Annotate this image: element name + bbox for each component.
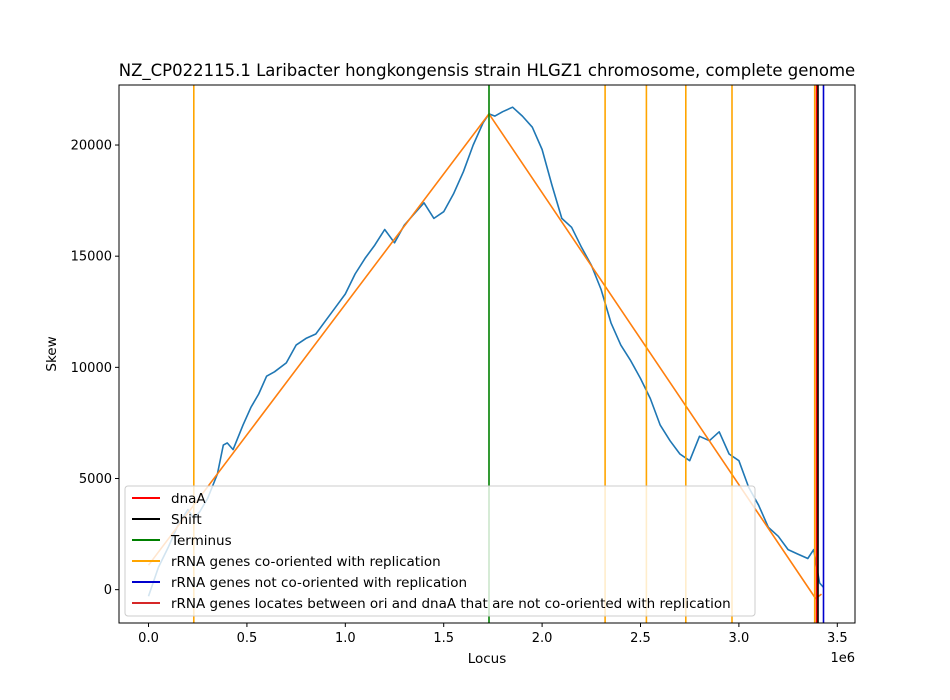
y-axis-label: Skew xyxy=(44,336,60,371)
x-tick-label: 1.5 xyxy=(433,631,454,646)
x-tick-label: 0.0 xyxy=(138,631,159,646)
axis-ticks: 0.0 0.5 1.0 1.5 2.0 2.5 3.0 3.5 0 5000 10000 15000 2… xyxy=(71,139,848,646)
chart-title: NZ_CP022115.1 Laribacter hongkongensis s… xyxy=(119,61,855,81)
y-tick-label: 15000 xyxy=(71,250,112,265)
y-tick-label: 5000 xyxy=(79,472,112,487)
legend: dnaA Shift Terminus rRNA genes co-oriented … xyxy=(124,485,756,617)
x-axis-label: Locus xyxy=(468,651,507,667)
legend-items: dnaA Shift Terminus rRNA genes co-oriented … xyxy=(132,491,731,612)
legend-label: rRNA genes locates between ori and dnaA … xyxy=(171,596,731,612)
y-tick-label: 0 xyxy=(104,583,112,598)
legend-label: Terminus xyxy=(170,533,232,549)
x-tick-label: 3.5 xyxy=(827,631,848,646)
plot-frame xyxy=(118,84,856,624)
legend-label: dnaA xyxy=(171,491,206,507)
x-axis-offset-label: 1e6 xyxy=(830,651,855,666)
y-tick-label: 10000 xyxy=(71,361,112,376)
x-tick-label: 3.0 xyxy=(729,631,750,646)
legend-label: rRNA genes not co-oriented with replicat… xyxy=(171,575,467,591)
x-tick-label: 2.5 xyxy=(630,631,651,646)
plot-lines xyxy=(147,85,825,623)
legend-frame xyxy=(124,485,756,617)
y-tick-label: 20000 xyxy=(71,139,112,154)
x-tick-label: 1.0 xyxy=(335,631,356,646)
legend-label: rRNA genes co-oriented with replication xyxy=(171,554,441,570)
legend-label: Shift xyxy=(171,512,202,528)
x-tick-label: 0.5 xyxy=(237,631,258,646)
x-tick-label: 2.0 xyxy=(532,631,553,646)
